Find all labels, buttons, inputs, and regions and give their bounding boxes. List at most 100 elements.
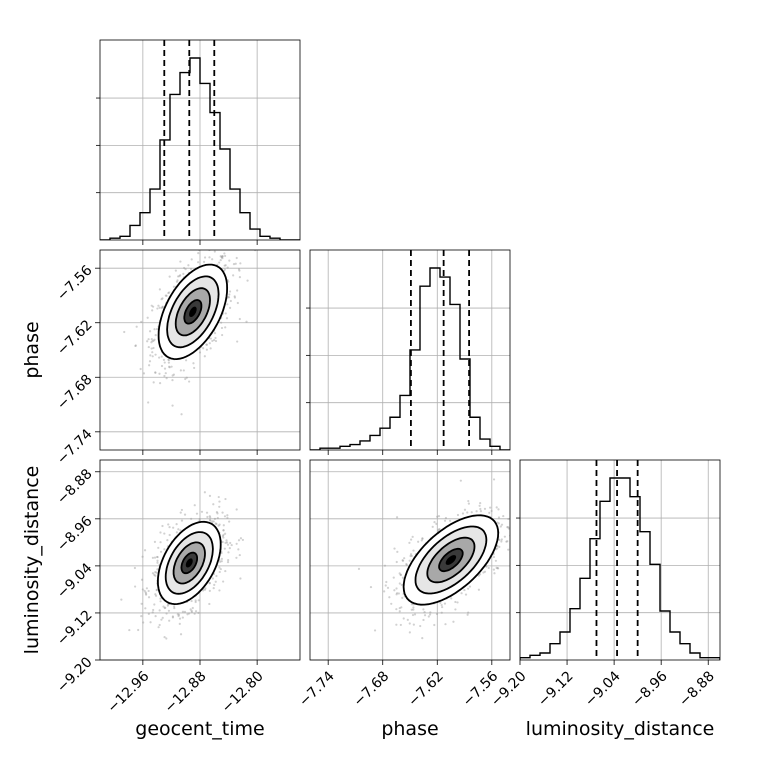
x-tick-label: −9.12 bbox=[535, 668, 577, 710]
sample-point bbox=[185, 359, 188, 362]
sample-point bbox=[464, 593, 468, 596]
sample-point bbox=[218, 523, 221, 526]
sample-point bbox=[172, 526, 175, 529]
sample-point bbox=[190, 517, 193, 520]
sample-point bbox=[437, 528, 440, 531]
sample-point bbox=[153, 328, 156, 331]
sample-point bbox=[235, 508, 238, 511]
sample-point bbox=[182, 272, 185, 276]
sample-point bbox=[448, 519, 452, 522]
sample-point bbox=[499, 525, 502, 528]
sample-point bbox=[403, 557, 406, 560]
sample-point bbox=[221, 255, 224, 258]
sample-point bbox=[399, 623, 402, 627]
sample-point bbox=[223, 515, 227, 518]
sample-point bbox=[237, 539, 241, 542]
sample-point bbox=[205, 511, 209, 514]
sample-point bbox=[420, 539, 423, 542]
sample-point bbox=[140, 602, 143, 605]
sample-point bbox=[429, 611, 432, 614]
sample-point bbox=[225, 539, 228, 542]
sample-point bbox=[461, 512, 465, 515]
sample-point bbox=[440, 611, 443, 614]
sample-point bbox=[433, 521, 436, 524]
sample-point bbox=[167, 291, 170, 295]
sample-point bbox=[514, 539, 516, 541]
sample-point bbox=[201, 589, 205, 592]
sample-point bbox=[524, 534, 526, 536]
density-level-4 bbox=[185, 558, 193, 568]
sample-point bbox=[398, 582, 401, 585]
sample-point bbox=[466, 511, 469, 514]
sample-point bbox=[179, 529, 182, 532]
sample-point bbox=[160, 618, 163, 621]
sample-point bbox=[212, 503, 215, 506]
sample-point bbox=[191, 606, 194, 610]
sample-point bbox=[225, 317, 229, 320]
sample-point bbox=[141, 555, 144, 558]
sample-point bbox=[205, 343, 209, 346]
sample-point bbox=[211, 339, 214, 343]
sample-point bbox=[159, 541, 162, 544]
sample-point bbox=[423, 611, 426, 614]
sample-point bbox=[140, 615, 143, 618]
sample-point bbox=[479, 573, 482, 576]
sample-point bbox=[409, 554, 412, 558]
sample-point bbox=[187, 264, 190, 267]
sample-point bbox=[216, 516, 219, 520]
sample-point bbox=[147, 401, 150, 404]
sample-point bbox=[156, 559, 159, 562]
sample-point bbox=[438, 527, 441, 531]
sample-point bbox=[206, 515, 209, 519]
x-tick-label: −12.80 bbox=[219, 668, 267, 716]
sample-point bbox=[147, 596, 151, 599]
sample-point bbox=[216, 512, 219, 515]
sample-point bbox=[410, 603, 413, 606]
sample-point bbox=[412, 623, 415, 626]
sample-point bbox=[165, 637, 168, 640]
sample-point bbox=[222, 529, 225, 532]
x-tick-label: −12.96 bbox=[105, 668, 153, 716]
sample-point bbox=[221, 333, 224, 337]
sample-point bbox=[174, 269, 177, 272]
sample-point bbox=[505, 540, 508, 543]
sample-point bbox=[168, 291, 171, 294]
sample-point bbox=[213, 517, 217, 520]
sample-point bbox=[167, 358, 170, 361]
sample-point bbox=[410, 538, 413, 541]
sample-point bbox=[151, 340, 154, 343]
sample-point bbox=[405, 563, 408, 566]
sample-point bbox=[220, 326, 224, 330]
contour-2 bbox=[414, 525, 488, 595]
sample-point bbox=[181, 616, 184, 619]
sample-point bbox=[217, 524, 220, 527]
sample-point bbox=[384, 584, 387, 587]
sample-point bbox=[515, 526, 517, 528]
sample-point bbox=[154, 353, 157, 356]
sample-point bbox=[211, 577, 214, 580]
sample-point bbox=[235, 556, 238, 559]
sample-point bbox=[159, 550, 163, 553]
sample-point bbox=[146, 316, 149, 319]
sample-point bbox=[456, 601, 459, 604]
sample-point bbox=[224, 312, 227, 315]
sample-point bbox=[228, 306, 232, 309]
sample-point bbox=[177, 528, 180, 531]
sample-point bbox=[151, 355, 154, 358]
sample-point bbox=[156, 568, 159, 571]
sample-point bbox=[222, 529, 225, 532]
sample-point bbox=[158, 623, 161, 627]
sample-point bbox=[194, 610, 198, 613]
sample-point bbox=[180, 519, 184, 522]
sample-point bbox=[408, 559, 411, 562]
sample-point bbox=[155, 589, 158, 592]
sample-point bbox=[386, 586, 390, 589]
sample-point bbox=[152, 608, 155, 612]
sample-point bbox=[152, 305, 155, 308]
sample-point bbox=[224, 326, 227, 329]
sample-point bbox=[179, 633, 183, 636]
y-tick-label: −8.88 bbox=[54, 466, 96, 508]
sample-point bbox=[463, 508, 467, 511]
sample-point bbox=[511, 576, 513, 578]
